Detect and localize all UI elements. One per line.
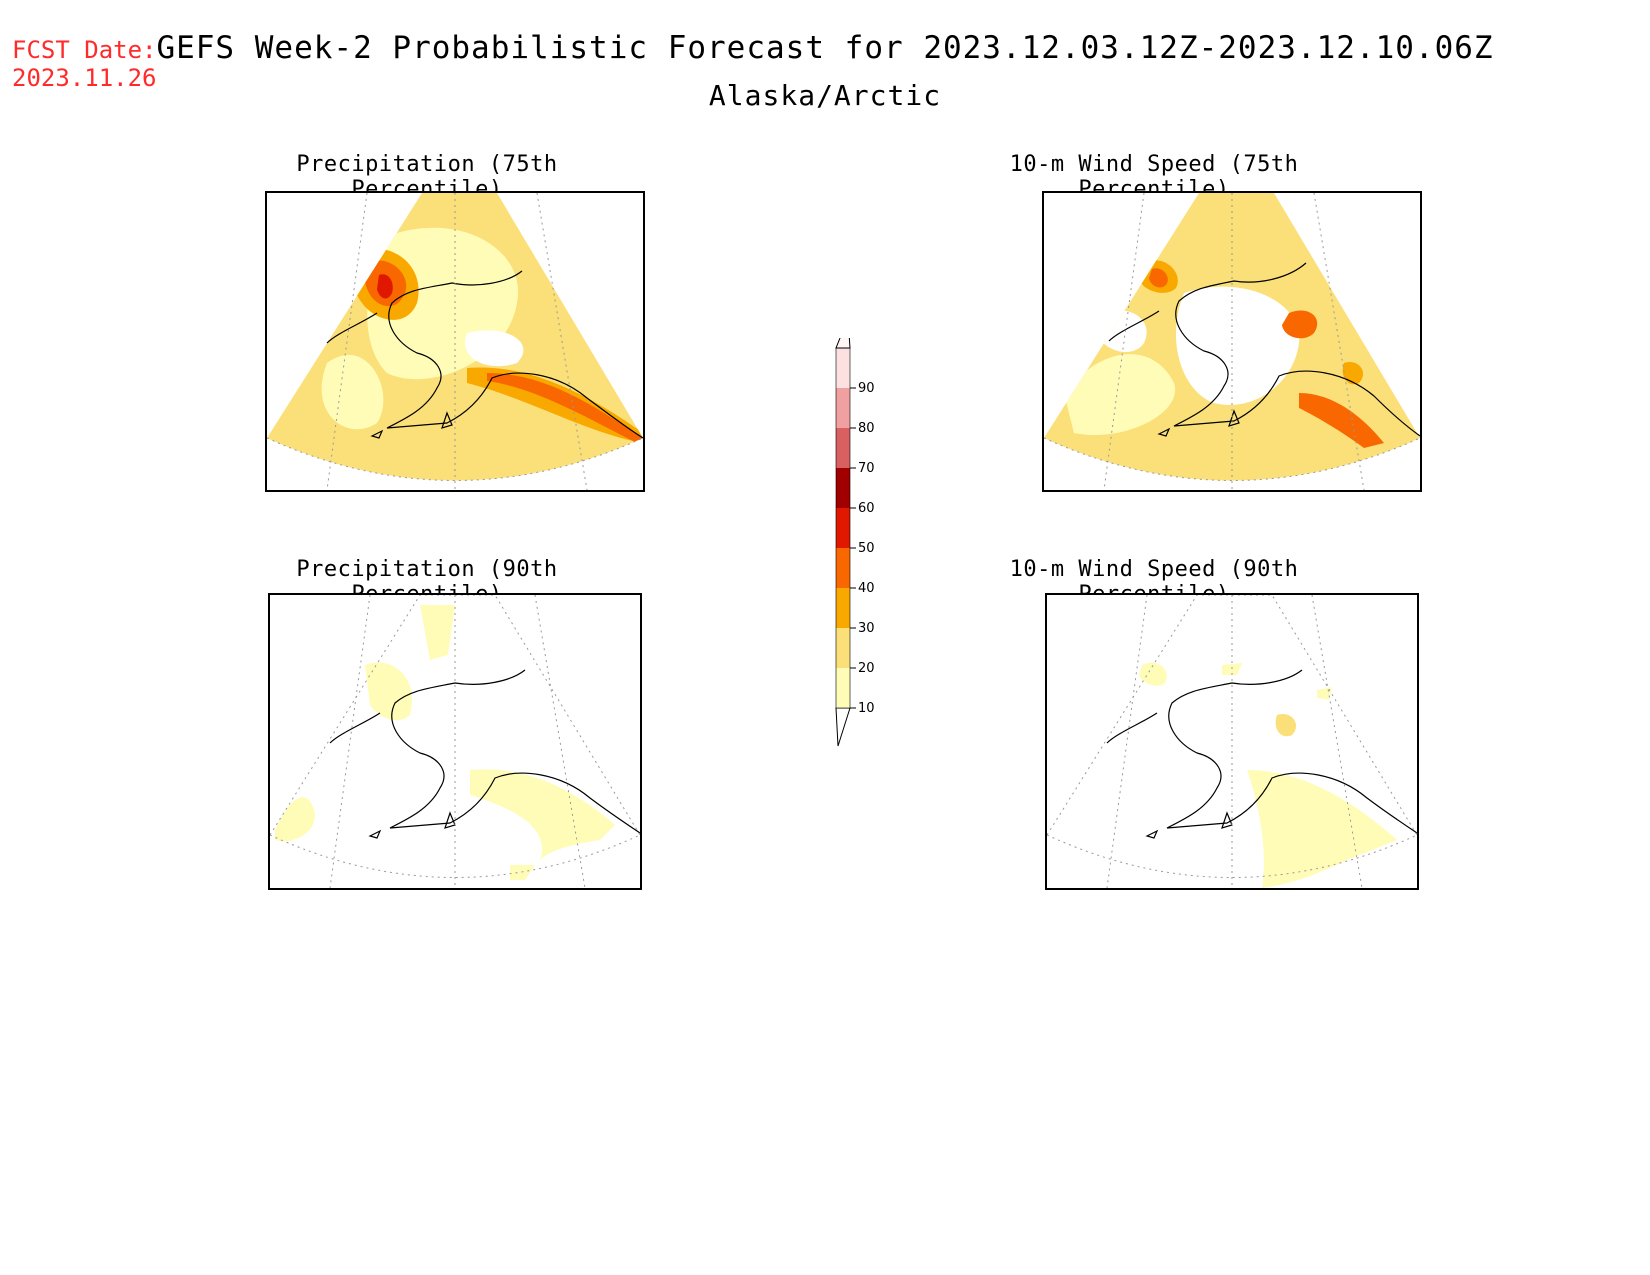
map-wind-75 xyxy=(1042,191,1422,492)
colorbar-label-60: 60 xyxy=(858,501,875,516)
colorbar-label-20: 20 xyxy=(858,661,875,676)
colorbar-swatch-70 xyxy=(836,428,850,468)
colorbar-label-50: 50 xyxy=(858,541,875,556)
colorbar-label-40: 40 xyxy=(858,581,875,596)
forecast-date-value: 2023.11.26 xyxy=(12,64,157,92)
colorbar-label-90: 90 xyxy=(858,381,875,396)
colorbar-swatch-30 xyxy=(836,588,850,628)
colorbar-top-tail xyxy=(835,317,851,349)
page-title: GEFS Week-2 Probabilistic Forecast for 2… xyxy=(156,30,1494,66)
colorbar: 10 20 30 40 50 60 70 80 90 xyxy=(830,317,910,748)
colorbar-swatch-20 xyxy=(836,628,850,668)
colorbar-graphic: 10 20 30 40 50 60 70 80 90 xyxy=(835,317,875,747)
colorbar-label-10: 10 xyxy=(858,701,875,716)
colorbar-label-80: 80 xyxy=(858,421,875,436)
map-precip-90 xyxy=(268,593,642,890)
colorbar-swatch-10 xyxy=(836,668,850,708)
forecast-date-block: FCST Date: 2023.11.26 xyxy=(12,36,157,92)
colorbar-label-70: 70 xyxy=(858,461,875,476)
map-wind-90 xyxy=(1045,593,1419,890)
map-precip-75 xyxy=(265,191,645,492)
colorbar-bottom-tail xyxy=(835,707,851,747)
colorbar-swatch-50 xyxy=(836,508,850,548)
colorbar-outline xyxy=(835,347,851,709)
forecast-date-label: FCST Date: xyxy=(12,36,157,64)
region-subtitle: Alaska/Arctic xyxy=(708,79,942,112)
colorbar-swatch-40 xyxy=(836,548,850,588)
panel-title-wind-75: 10-m Wind Speed (75th Percentile) xyxy=(1009,152,1299,202)
colorbar-swatch-90 xyxy=(836,348,850,388)
colorbar-swatch-80 xyxy=(836,388,850,428)
colorbar-label-30: 30 xyxy=(858,621,875,636)
colorbar-swatch-60 xyxy=(836,468,850,508)
